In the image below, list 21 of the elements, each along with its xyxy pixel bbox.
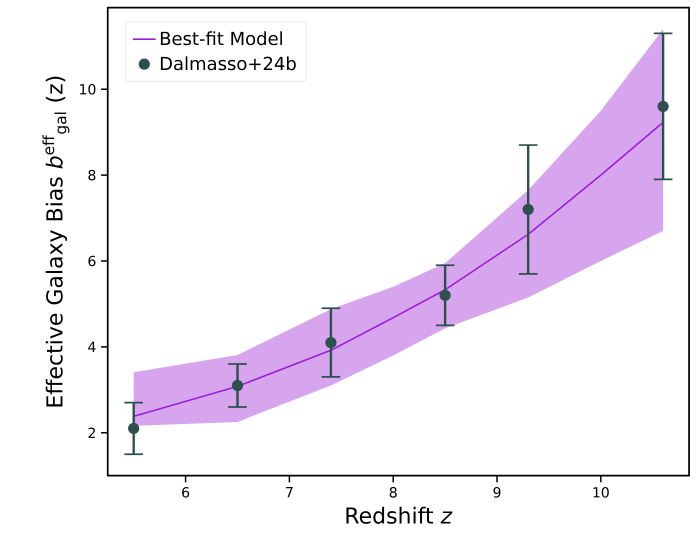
point	[128, 422, 140, 434]
x-tick-label: 6	[182, 487, 190, 498]
y-tick-label: 10	[80, 84, 96, 95]
point	[325, 336, 337, 348]
point	[232, 380, 244, 392]
x-axis-title: Redshift z	[346, 506, 453, 524]
x-tick-label: 8	[390, 487, 397, 498]
line-series	[132, 122, 664, 418]
y-tick-label: 8	[88, 170, 96, 180]
legend-label: Dalmasso+24b	[160, 56, 296, 70]
point	[658, 100, 669, 112]
y-axis-title: Effective Galaxy Bias b$^{eff}$$_{gal}$ (z)	[42, 76, 70, 406]
y-tick-label: 6	[88, 256, 96, 266]
point	[522, 204, 534, 216]
x-tick-label: 10	[593, 487, 609, 498]
point	[440, 290, 451, 301]
x-tick-label: 9	[493, 487, 500, 498]
legend-label: Best-fit Model	[160, 31, 282, 46]
x-tick-label: 7	[286, 487, 293, 498]
y-tick-label: 4	[88, 342, 96, 352]
y-tick-label: 2	[88, 428, 95, 438]
